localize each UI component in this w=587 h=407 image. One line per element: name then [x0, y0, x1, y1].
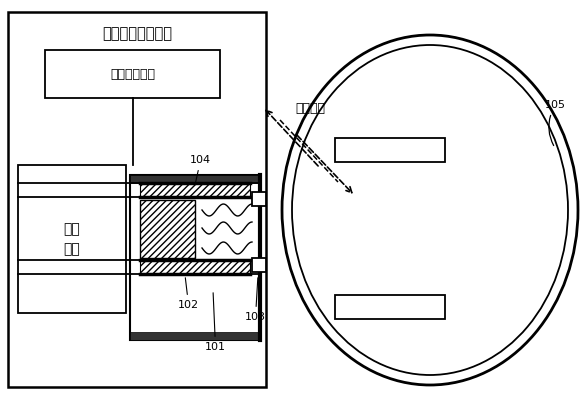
Bar [45, 50, 220, 98]
Bar [18, 165, 126, 313]
Bar [335, 295, 445, 319]
Text: 104: 104 [190, 155, 211, 182]
Ellipse shape [282, 35, 578, 385]
Bar [140, 260, 250, 274]
Bar [335, 138, 445, 162]
Text: 电源
单元: 电源 单元 [63, 222, 80, 256]
Text: 102: 102 [178, 278, 199, 310]
Bar [130, 175, 260, 340]
Bar [140, 183, 250, 197]
Text: 磁吸对接式充电座: 磁吸对接式充电座 [102, 26, 172, 42]
Bar [130, 332, 260, 340]
Text: 无线通信单元: 无线通信单元 [110, 68, 155, 81]
Text: 101: 101 [205, 293, 226, 352]
Text: 105: 105 [545, 100, 566, 146]
Bar [8, 12, 266, 387]
Text: 103: 103 [245, 278, 266, 322]
Text: 回充信号: 回充信号 [295, 101, 325, 114]
Bar [140, 200, 195, 258]
Bar [252, 258, 266, 272]
Bar [130, 175, 260, 183]
Bar [252, 192, 266, 206]
Ellipse shape [292, 45, 568, 375]
